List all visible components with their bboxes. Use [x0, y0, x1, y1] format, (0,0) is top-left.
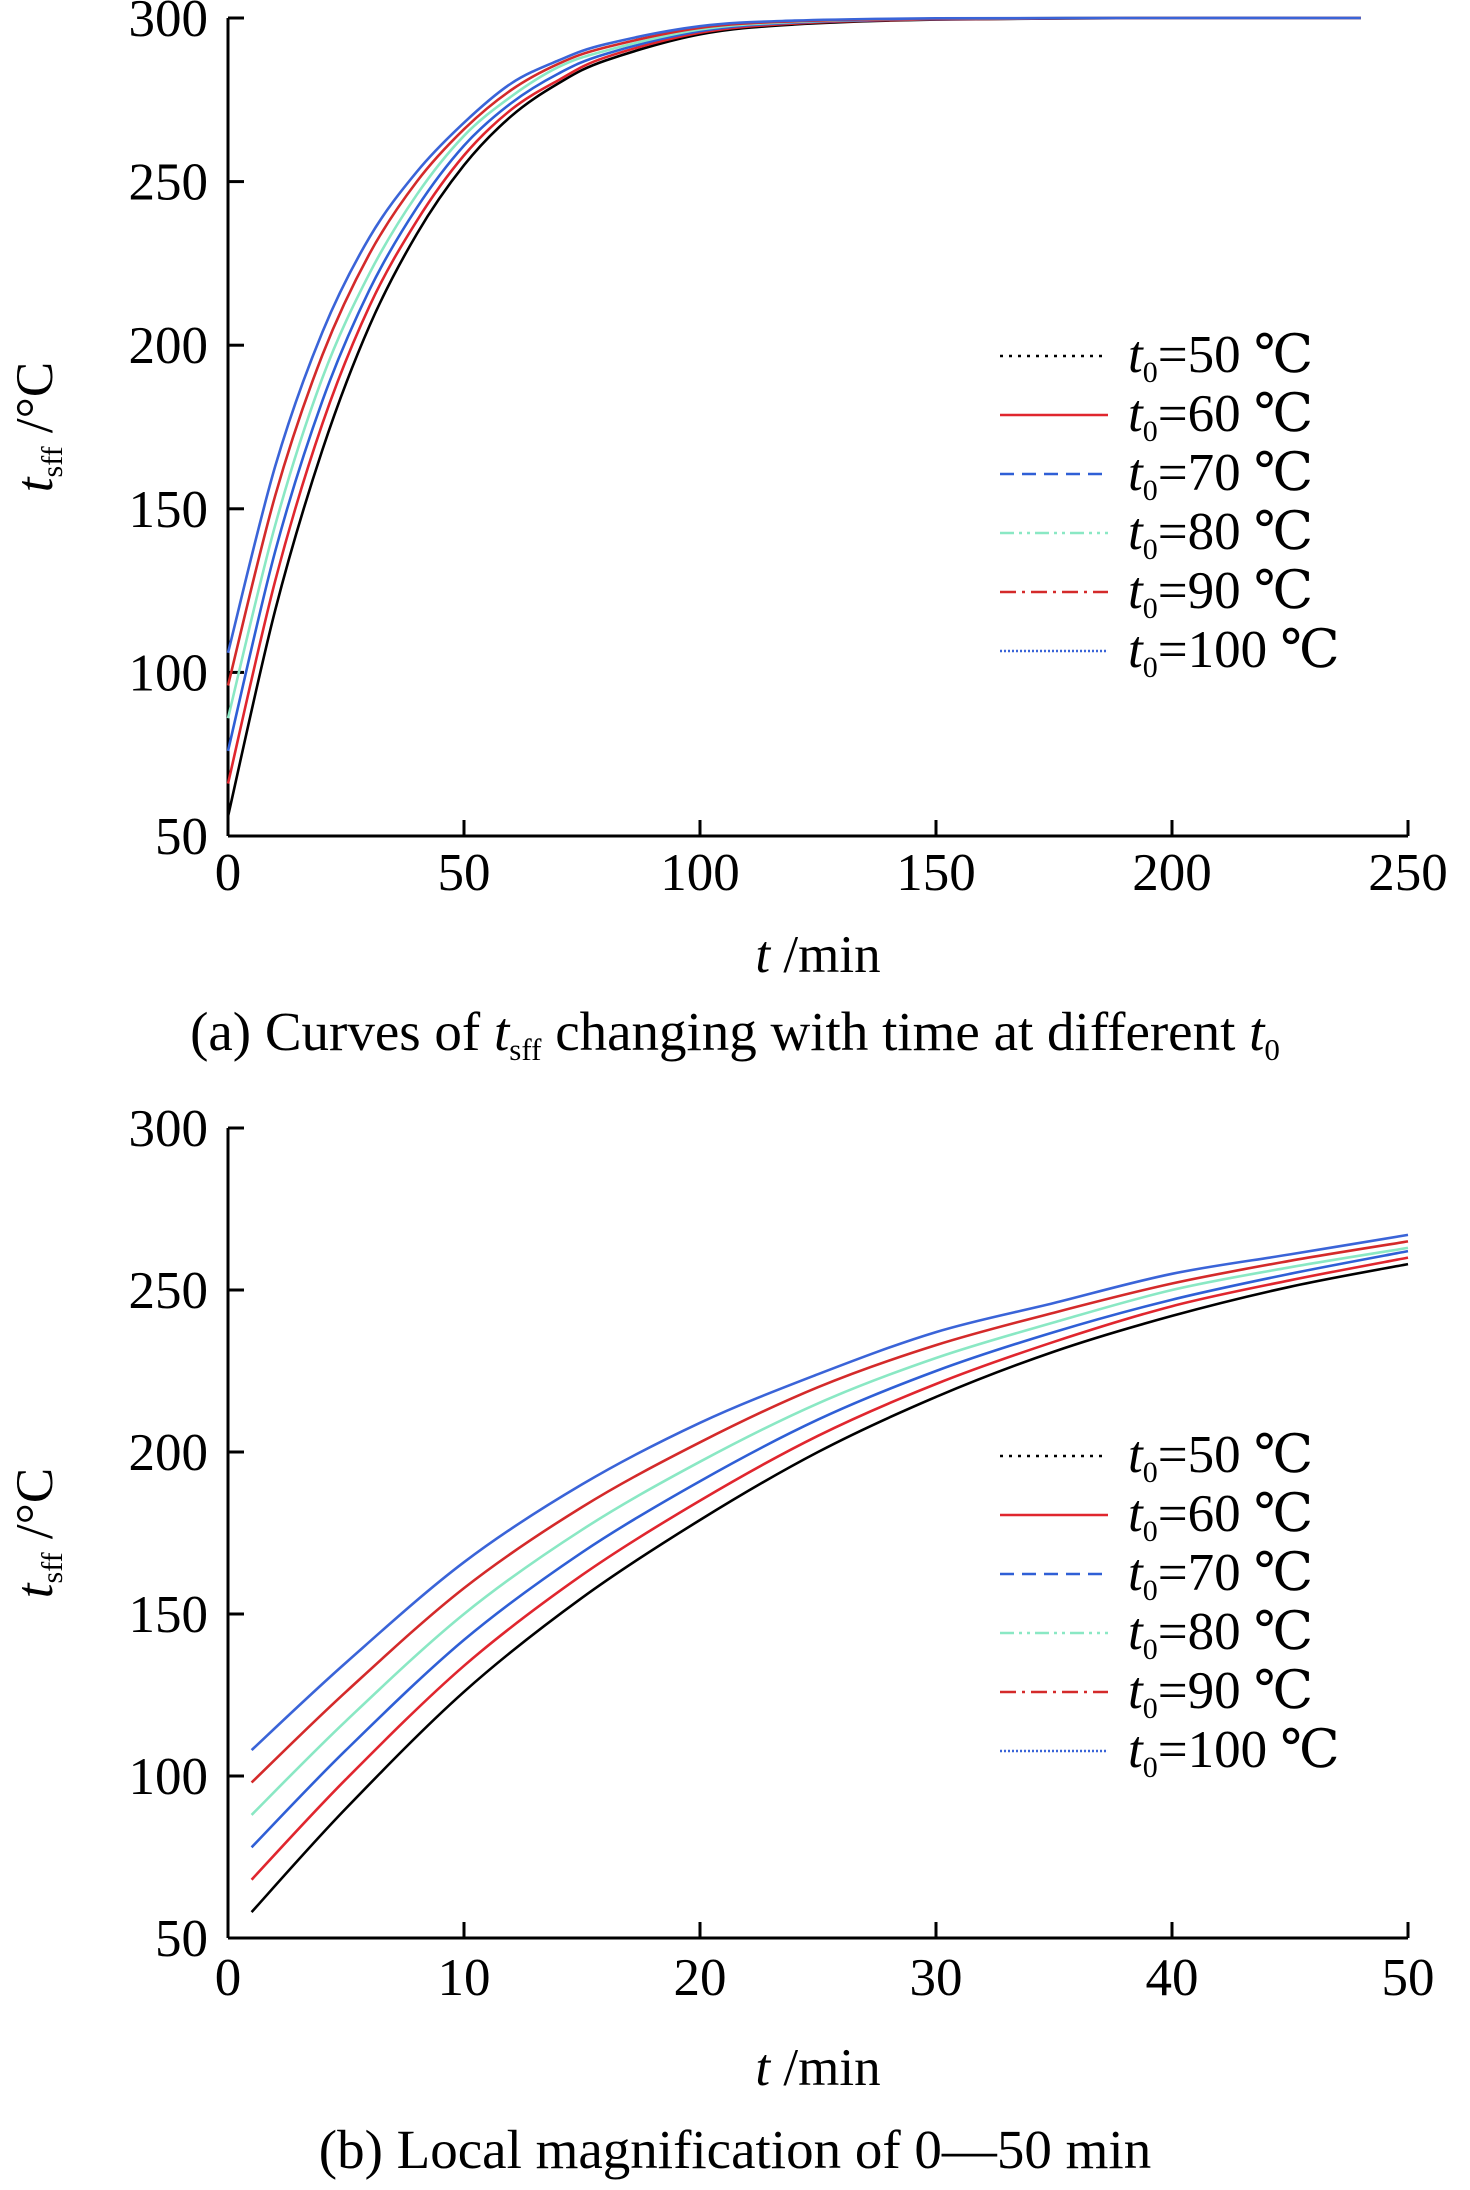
y-tick-label: 300 [129, 0, 209, 48]
y-tick-label: 200 [129, 317, 209, 375]
series-line-3 [250, 1249, 1409, 1849]
chart-panel-b: 0 10 20 30 40 50 50 100 150 200 250 300 t /min tsff /… [6, 1100, 1435, 2180]
x-axis-title: t /min [755, 926, 880, 984]
series-line-6 [226, 16, 1361, 654]
y-tick-label: 50 [155, 1910, 208, 1968]
x-tick-label: 250 [1368, 844, 1448, 902]
legend-label-5: t0=90 ℃ [1128, 1662, 1313, 1725]
legend-label-5: t0=90 ℃ [1128, 562, 1313, 625]
x-tick-label: 10 [438, 1949, 491, 2007]
y-tick-label: 250 [129, 154, 209, 212]
legend-label-2: t0=60 ℃ [1128, 385, 1313, 448]
series-line-4 [250, 1246, 1409, 1816]
y-axis-title: tsff /°C [6, 362, 69, 492]
figure-caption: (b) Local magnification of 0—50 min [319, 2119, 1151, 2180]
x-tick-label: 200 [1132, 844, 1212, 902]
x-axis-title: t /min [755, 2039, 880, 2097]
legend-label-1: t0=50 ℃ [1128, 326, 1313, 389]
legend-label-4: t0=80 ℃ [1128, 503, 1313, 566]
series-line-1 [250, 1262, 1409, 1913]
y-tick-label: 150 [129, 481, 209, 539]
legend-label-6: t0=100 ℃ [1128, 1721, 1340, 1784]
legend-label-2: t0=60 ℃ [1128, 1485, 1313, 1548]
x-tick-label: 100 [660, 844, 740, 902]
y-tick-label: 50 [155, 808, 208, 866]
legend-label-4: t0=80 ℃ [1128, 1603, 1313, 1666]
series-line-2 [250, 1256, 1409, 1881]
legend-label-3: t0=70 ℃ [1128, 444, 1313, 507]
legend-label-6: t0=100 ℃ [1128, 621, 1340, 684]
legend: t0=50 ℃t0=60 ℃t0=70 ℃t0=80 ℃t0=90 ℃t0=10… [1000, 1426, 1340, 1784]
x-tick-label: 20 [674, 1949, 727, 2007]
legend: t0=50 ℃t0=60 ℃t0=70 ℃t0=80 ℃t0=90 ℃t0=10… [1000, 326, 1340, 684]
x-tick-label: 0 [215, 844, 242, 902]
series-line-6 [250, 1233, 1409, 1752]
x-tick-label: 40 [1146, 1949, 1199, 2007]
y-tick-label: 250 [129, 1262, 209, 1320]
y-tick-label: 100 [129, 644, 209, 702]
y-tick-label: 100 [129, 1748, 209, 1806]
legend-label-1: t0=50 ℃ [1128, 1426, 1313, 1489]
x-tick-label: 50 [438, 844, 491, 902]
figure-caption: (a) Curves of tsff changing with time at… [190, 1001, 1280, 1067]
x-tick-label: 30 [910, 1949, 963, 2007]
y-tick-label: 200 [129, 1424, 209, 1482]
x-tick-label: 50 [1382, 1949, 1435, 2007]
x-tick-label: 0 [215, 1949, 242, 2007]
x-tick-label: 150 [896, 844, 976, 902]
y-tick-label: 150 [129, 1586, 209, 1644]
series-line-5 [250, 1240, 1409, 1784]
y-axis-title: tsff /°C [6, 1468, 69, 1598]
legend-label-3: t0=70 ℃ [1128, 1544, 1313, 1607]
y-tick-label: 300 [129, 1100, 209, 1158]
